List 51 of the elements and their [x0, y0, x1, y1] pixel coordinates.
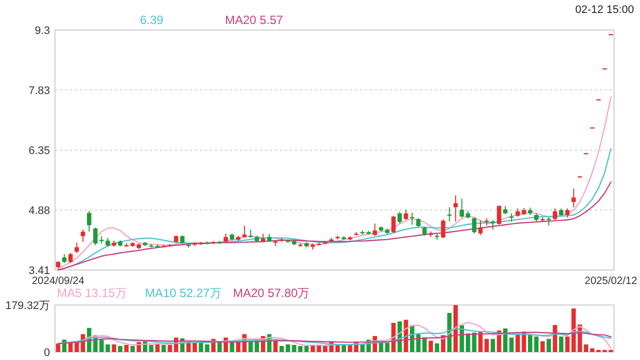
- bar: [236, 342, 240, 352]
- bar: [503, 328, 508, 352]
- bar: [460, 325, 464, 352]
- text: MA20 57.80万: [233, 286, 310, 300]
- bar: [540, 341, 545, 352]
- bar: [205, 344, 210, 352]
- bar: [304, 346, 309, 352]
- line-series: [58, 148, 612, 270]
- bar: [453, 305, 458, 352]
- text: 6.39: [140, 13, 164, 27]
- bar: [192, 342, 197, 352]
- bar: [130, 346, 135, 352]
- bar: [516, 334, 520, 352]
- bar: [162, 344, 166, 352]
- bar: [472, 332, 476, 352]
- text: MA20 5.57: [225, 13, 284, 27]
- y-tick-label: 179.32万: [5, 300, 50, 312]
- bar: [546, 338, 551, 352]
- y-tick-label: 6.35: [28, 145, 50, 158]
- line-series: [58, 181, 612, 271]
- line-series: [58, 328, 612, 346]
- bar: [335, 344, 340, 352]
- x-tick-label: 2024/09/24: [32, 275, 85, 287]
- bar: [112, 344, 116, 352]
- bar: [124, 344, 129, 352]
- bar: [484, 338, 489, 352]
- bar: [149, 344, 154, 352]
- bar: [428, 340, 433, 352]
- y-tick-label: 0: [44, 347, 50, 359]
- bar: [509, 338, 514, 352]
- y-tick-label: 4.88: [28, 205, 50, 218]
- bar: [590, 348, 594, 352]
- x-tick-label: 2025/02/12: [584, 275, 638, 287]
- bar: [584, 344, 588, 352]
- bar: [434, 343, 440, 352]
- bar: [342, 344, 346, 352]
- text: MA10 52.27万: [145, 286, 222, 300]
- bar: [155, 344, 160, 352]
- y-tick-label: 9.3: [34, 25, 50, 37]
- bar: [559, 336, 564, 352]
- bar: [56, 344, 60, 352]
- text: 02-12 15:00: [575, 4, 634, 16]
- y-tick-label: 7.83: [28, 84, 50, 97]
- bar: [168, 344, 172, 352]
- bar: [118, 346, 122, 352]
- text: MA5 13.15万: [57, 286, 128, 300]
- y-tick-label: 3.41: [28, 265, 50, 277]
- bar: [490, 338, 496, 352]
- line-series: [58, 332, 612, 344]
- bar: [565, 336, 570, 352]
- bar: [217, 342, 222, 352]
